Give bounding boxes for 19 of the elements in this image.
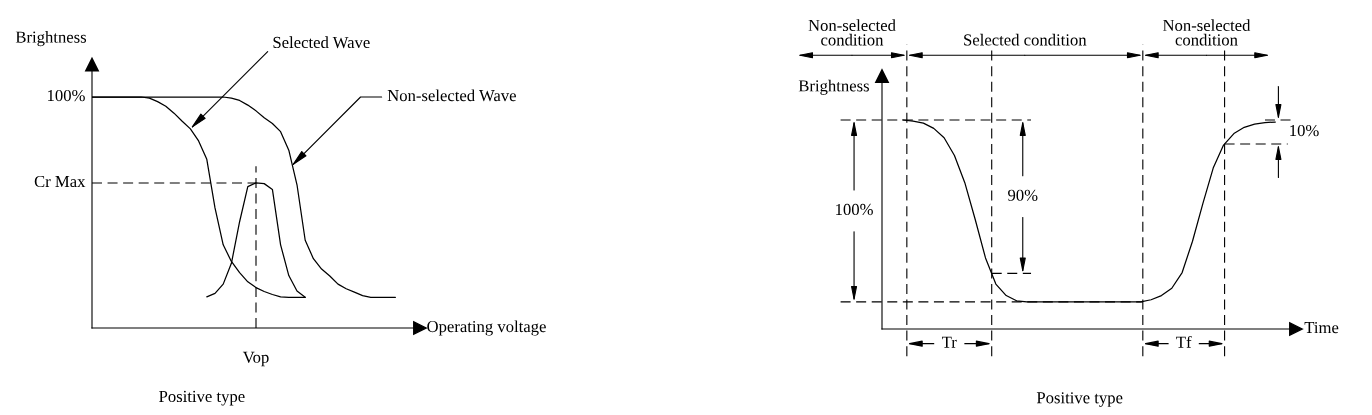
text: 100%: [48, 89, 85, 102]
text: 100%: [836, 203, 873, 216]
x-axis-title: Operating voltage: [427, 320, 546, 336]
x-axis-title: Time: [1304, 321, 1339, 334]
text: Tf: [1176, 335, 1192, 348]
annotation: 90%: [1008, 189, 1038, 201]
text: Selected condition: [964, 33, 1087, 46]
text: Selected Wave: [273, 36, 370, 49]
text: Tr: [942, 336, 957, 348]
y-axis-title: Brightness: [15, 31, 87, 47]
text: Non-selected condition: [808, 19, 896, 46]
text: Positive type: [159, 390, 245, 406]
text: Vop: [242, 351, 269, 367]
annotation: 10%: [1290, 124, 1319, 137]
annotation: Non-selected Wave: [387, 89, 516, 102]
y-axis-title: Brightness: [798, 79, 869, 95]
ref-line-label: Cr Max: [34, 175, 86, 188]
text: Positive type: [1036, 392, 1123, 407]
text: Non-selected condition: [1162, 19, 1251, 46]
